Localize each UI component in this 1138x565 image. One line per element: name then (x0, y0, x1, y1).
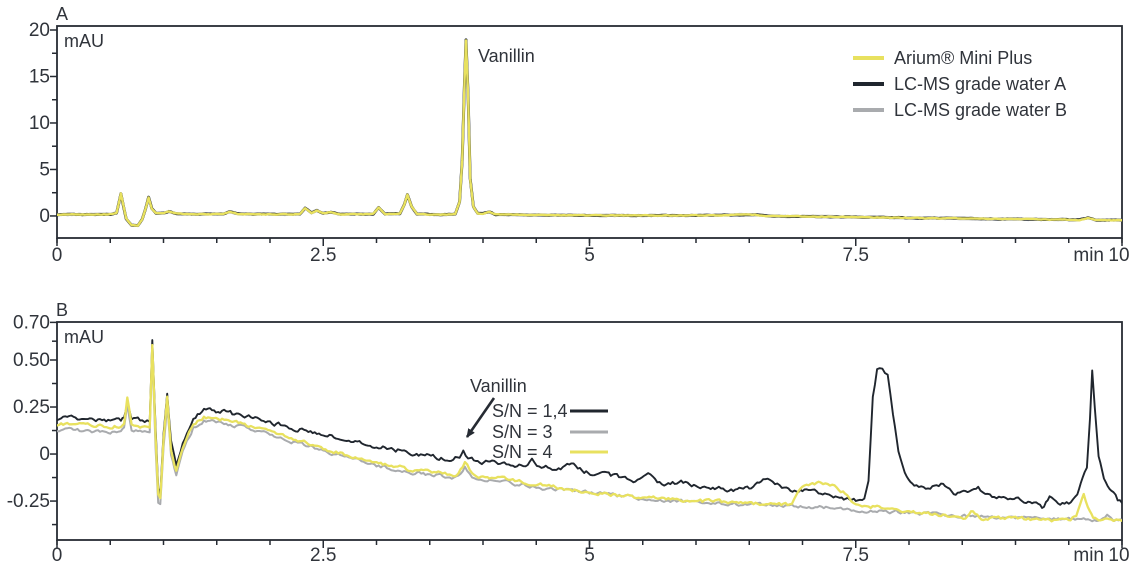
x-ticks-a (56, 238, 1123, 246)
x-tick-label: 7.5 (843, 545, 869, 565)
y-axis-unit-label: mAU (64, 327, 104, 347)
legend-label: LC-MS grade water A (894, 74, 1066, 94)
series-group-b (57, 339, 1122, 523)
y-tick-label: 0 (39, 206, 50, 227)
panel-label-a: A (56, 4, 68, 24)
series-group-a (57, 38, 1122, 228)
legend-label: S/N = 3 (492, 422, 553, 442)
y-tick-label: 0.25 (13, 397, 50, 418)
y-tick-label: 0 (39, 444, 50, 465)
annotation-vanillin-label: Vanillin (478, 46, 535, 66)
trace-arium-mini-plus (57, 39, 1122, 227)
annotation-arrow-icon (465, 397, 496, 438)
legend-label: S/N = 4 (492, 442, 553, 462)
trace-lc-ms-grade-water-b (57, 38, 1122, 228)
x-tick-label: 5 (584, 245, 595, 266)
x-tick-label: 10 (1108, 245, 1129, 266)
legend-b: S/N = 1,4S/N = 3S/N = 4 (492, 401, 608, 462)
x-ticks-b (56, 540, 1123, 548)
x-tick-label: 2.5 (310, 245, 336, 266)
y-tick-label: 0.50 (13, 350, 50, 371)
legend-label: LC-MS grade water B (894, 100, 1067, 120)
y-tick-label: 10 (29, 113, 50, 134)
x-tick-label: 10 (1108, 545, 1129, 565)
y-tick-label: -0.25 (7, 491, 50, 512)
legend-a: Arium® Mini Plus LC-MS grade water A LC-MS… (853, 48, 1067, 120)
annotation-vanillin-label: Vanillin (470, 376, 527, 396)
y-ticks-b (50, 321, 57, 526)
trace-s-n-1-4 (57, 339, 1122, 509)
y-tick-label: 15 (29, 66, 50, 87)
y-tick-label: 20 (29, 20, 50, 41)
annotation-b: Vanillin (465, 376, 527, 438)
x-axis-unit-label: min (1073, 545, 1104, 565)
y-tick-label: 5 (39, 159, 50, 180)
x-tick-label: 0 (52, 245, 63, 266)
annotation-a: Vanillin (478, 46, 535, 66)
x-tick-label: 0 (52, 545, 63, 565)
x-tick-label: 7.5 (843, 245, 869, 266)
trace-s-n-4 (57, 343, 1122, 523)
panel-label-b: B (56, 300, 68, 320)
x-tick-label: 2.5 (310, 545, 336, 565)
y-axis-unit-label: mAU (64, 31, 104, 51)
x-axis-unit-label: min (1073, 245, 1104, 266)
y-ticks-a (50, 29, 57, 217)
y-tick-label: 0.70 (13, 312, 50, 333)
x-tick-label: 5 (584, 545, 595, 565)
trace-s-n-3 (57, 350, 1122, 523)
legend-label: S/N = 1,4 (492, 401, 568, 421)
legend-label: Arium® Mini Plus (894, 48, 1032, 68)
